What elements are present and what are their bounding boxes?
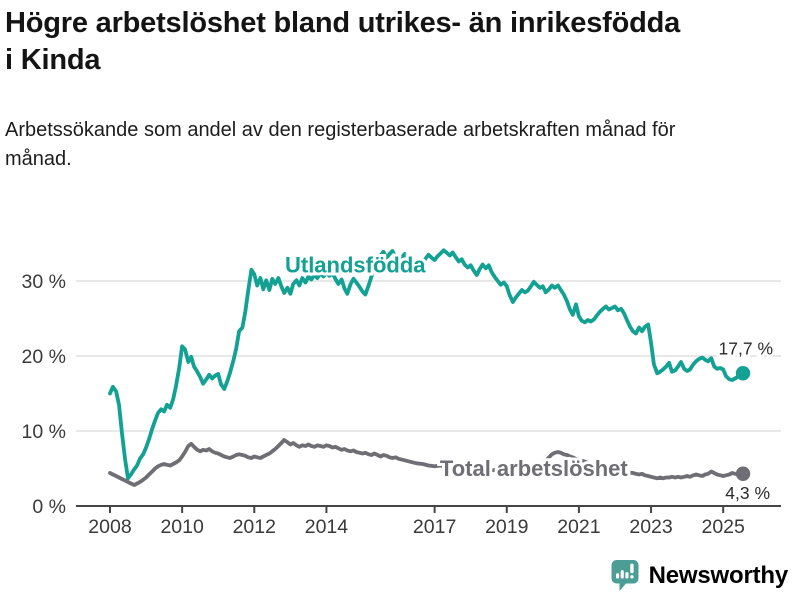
series-label-total: Total arbetslöshet <box>440 456 629 481</box>
x-tick-label-2010: 2010 <box>160 516 204 538</box>
y-tick-label-30: 30 % <box>22 271 66 293</box>
end-dot-utlandsfodda <box>735 366 751 381</box>
page-title: Högre arbetslöshet bland utrikes- än inr… <box>5 7 681 76</box>
x-tick-label-2008: 2008 <box>88 516 131 538</box>
end-value-label-total: 4,3 % <box>725 483 770 503</box>
x-tick-label-2025: 2025 <box>701 516 745 538</box>
x-tick-label-2012: 2012 <box>233 516 276 538</box>
y-tick-label-10: 10 % <box>22 421 66 443</box>
exclamation-dot <box>629 575 634 579</box>
series-label-utlandsfodda: Utlandsfödda <box>285 253 426 278</box>
series-line-total <box>108 438 745 487</box>
newsworthy-wordmark: Newsworthy <box>648 562 789 589</box>
x-tick-label-2017: 2017 <box>413 516 456 538</box>
end-dot-total <box>735 466 751 481</box>
x-tick-label-2021: 2021 <box>557 516 600 538</box>
series-line-utlandsfodda <box>108 248 745 481</box>
end-value-label-utlandsfodda: 17,7 % <box>719 338 773 358</box>
x-tick-label-2019: 2019 <box>485 516 528 538</box>
x-tick-label-2014: 2014 <box>305 516 349 538</box>
brand-logo: Newsworthy <box>610 559 788 593</box>
mini-bar-chart-icon <box>615 563 634 579</box>
page-subtitle: Arbetssökande som andel av den registerb… <box>5 119 676 170</box>
newsworthy-speech-bubble-icon <box>611 560 639 591</box>
y-tick-label-0: 0 % <box>32 496 66 518</box>
y-tick-label-20: 20 % <box>22 346 66 368</box>
exclamation-bar <box>629 563 634 574</box>
x-tick-label-2023: 2023 <box>629 516 672 538</box>
speech-bubble-shape <box>611 560 639 591</box>
